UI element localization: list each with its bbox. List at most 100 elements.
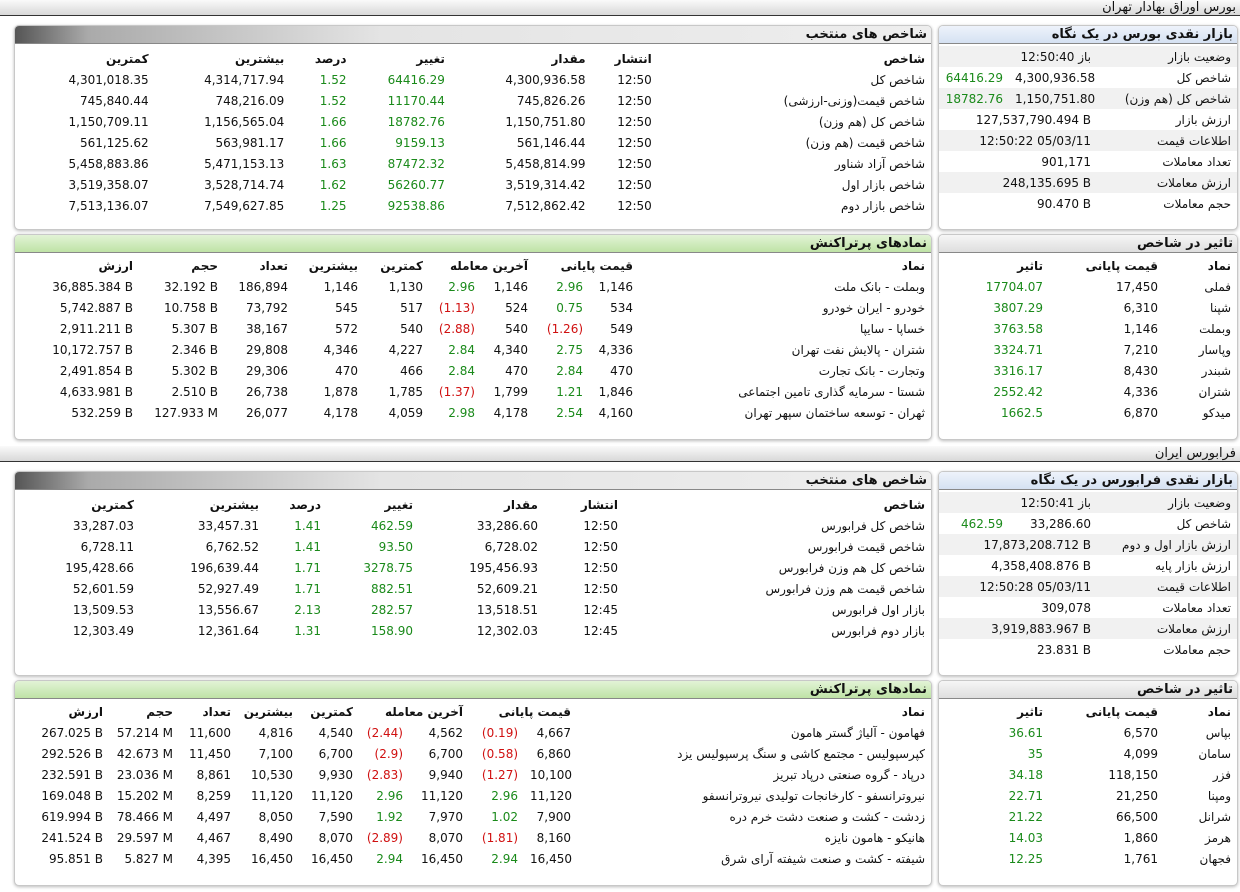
symbol-cell: 1,146 (493, 279, 528, 294)
index-cell: 12:50 (617, 156, 652, 171)
index-row: شاخص قیمت هم وزن فرابورس 12:50 52,609.21 88… (15, 578, 931, 599)
symbol-name[interactable]: شیفته - کشت و صنعت شیفته آرای شرق (721, 851, 926, 866)
symbol-name[interactable]: شبندر (1201, 363, 1231, 378)
symbol-name[interactable]: وبملت (1199, 321, 1231, 336)
indices-table: شاخص انتشار مقدار تغییر درصد بیشترین کمترین شاخ… (15, 48, 931, 216)
index-name: شاخص بازار اول (841, 177, 925, 192)
glance-row: حجم معاملات 23.831 B (939, 639, 1237, 660)
glance-value: 23.831 B (1036, 642, 1092, 657)
symbol-name[interactable]: خودرو - ایران خودرو (822, 300, 926, 315)
index-name: شاخص کل (هم وزن) (818, 114, 925, 129)
index-row: شاخص کل (هم وزن) 12:50 1,150,751.80 18782.7… (15, 111, 931, 132)
symbol-row: وبملت - بانک ملت 1,146 2.96 1,146 2.96 1,130 1… (15, 276, 931, 297)
symbol-name[interactable]: نیروترانسفو - کارخانجات تولیدی نیروترانس… (702, 788, 926, 803)
index-cell: 195,456.93 (469, 560, 538, 575)
impact-cell: 1662.5 (1001, 405, 1043, 420)
panel-title: شاخص های منتخب (15, 26, 931, 44)
index-cell: 1.63 (319, 156, 347, 171)
index-cell: 882.51 (371, 581, 413, 596)
symbol-cell: 2,491.854 B (59, 363, 133, 378)
header-row: شاخص انتشار مقدار تغییر درصد بیشترین کمترین (15, 48, 931, 69)
symbol-name[interactable]: شتران (1198, 384, 1231, 399)
symbol-name[interactable]: فهامون - آلیاژ گستر هامون (790, 725, 926, 740)
impact-cell: 21,250 (1116, 788, 1158, 803)
symbol-cell: 534 (610, 300, 634, 315)
impact-row: وبملت 1,146 3763.58 (939, 318, 1237, 339)
symbol-cell: 2.96 (491, 788, 519, 803)
symbol-cell: 2.98 (448, 405, 475, 420)
symbol-name[interactable]: بپاس (1205, 725, 1231, 740)
impact-cell: 1,146 (1123, 321, 1158, 336)
impact-cell: 1,761 (1123, 851, 1158, 866)
symbol-cell: 2.96 (376, 788, 403, 803)
glance-label: ارزش بازار اول و دوم (1099, 534, 1237, 555)
symbol-cell: 169.048 B (41, 788, 103, 803)
symbol-cell: 5.307 B (171, 321, 218, 336)
glance-label: حجم معاملات (1163, 642, 1232, 657)
symbol-cell: 11,120 (421, 788, 463, 803)
symbol-name[interactable]: هرمز (1205, 830, 1231, 845)
index-cell: 6,728.11 (80, 539, 134, 554)
index-cell: 12:50 (583, 518, 618, 533)
symbol-cell: 8,160 (536, 830, 572, 845)
glance-row: شاخص کل 33,286.60 462.59 (939, 513, 1237, 534)
index-cell: 561,146.44 (516, 135, 586, 150)
impact-row: فملی 17,450 17704.07 (939, 276, 1237, 297)
column-header: کمترین (91, 497, 134, 512)
symbol-name[interactable]: وتجارت - بانک تجارت (818, 363, 926, 378)
symbol-cell: 8,861 (196, 767, 231, 782)
index-cell: 13,556.67 (197, 602, 259, 617)
header-row: نماد قیمت پایانی تاثیر (939, 701, 1237, 722)
symbol-name[interactable]: شپنا (1210, 300, 1231, 315)
symbol-cell: 4,633.981 B (59, 384, 133, 399)
impact-cell: 118,150 (1108, 767, 1158, 782)
symbol-name[interactable]: سامان (1198, 746, 1231, 761)
symbol-name[interactable]: وپاسار (1198, 342, 1231, 357)
index-cell: 1.52 (319, 72, 347, 87)
symbol-name[interactable]: میدکو (1202, 405, 1231, 420)
symbol-name[interactable]: شرانل (1198, 809, 1231, 824)
symbol-name[interactable]: فزر (1212, 767, 1231, 782)
symbol-cell: 4,227 (388, 342, 423, 357)
symbol-name[interactable]: خساپا - سایپا (859, 321, 926, 336)
index-cell: 4,314,717.94 (204, 72, 285, 87)
symbol-name[interactable]: هانیکو - هامون نایزه (824, 830, 926, 845)
impact-cell: 8,430 (1123, 363, 1158, 378)
symbol-name[interactable]: کپرسپولیس - مجتمع کاشی و سنگ پرسپولیس یز… (677, 746, 926, 761)
symbol-cell: 4,562 (428, 725, 463, 740)
impact-cell: 4,099 (1123, 746, 1158, 761)
symbol-cell: 4,667 (536, 725, 572, 740)
index-cell: 2.13 (294, 602, 321, 617)
index-cell: 3,519,314.42 (505, 177, 586, 192)
symbol-name[interactable]: زدشت - کشت و صنعت دشت خرم دره (729, 809, 926, 824)
symbol-row: شستا - سرمایه گذاری تامین اجتماعی 1,846 1.… (15, 381, 931, 402)
symbol-cell: 10,100 (530, 767, 573, 782)
symbol-cell: 4,467 (196, 830, 231, 845)
index-cell: 12:45 (583, 623, 618, 638)
symbol-name[interactable]: شستا - سرمایه گذاری تامین اجتماعی (738, 384, 926, 399)
index-row: شاخص قیمت فرابورس 12:50 6,728.02 93.50 1.41 6… (15, 536, 931, 557)
index-cell: 195,428.66 (65, 560, 134, 575)
index-cell: 9159.13 (395, 135, 445, 150)
symbol-name[interactable]: ومپنا (1207, 788, 1231, 803)
symbol-cell: 4,540 (318, 725, 353, 740)
symbol-cell: (2.88) (438, 321, 475, 336)
index-cell: 196,639.44 (190, 560, 259, 575)
symbol-name[interactable]: فملی (1204, 279, 1231, 294)
symbol-name[interactable]: وبملت - بانک ملت (834, 279, 926, 294)
symbol-name[interactable]: فجهان (1199, 851, 1231, 866)
symbol-cell: 241.524 B (41, 830, 103, 845)
symbol-row: خودرو - ایران خودرو 534 0.75 524 (1.13) 517 54… (15, 297, 931, 318)
traded-table: نماد قیمت پایانی آخرین معامله کمترین بیشترین… (15, 701, 931, 869)
symbol-name[interactable]: ثهران - توسعه ساختمان سپهر تهران (744, 405, 926, 420)
symbol-cell: (0.19) (481, 725, 519, 740)
index-cell: 282.57 (371, 602, 413, 617)
panel-title: تاثیر در شاخص (939, 681, 1237, 699)
symbol-cell: 7,100 (258, 746, 293, 761)
symbol-name[interactable]: شتران - پالایش نفت تهران (791, 342, 926, 357)
symbol-cell: 1,785 (388, 384, 423, 399)
index-cell: 3278.75 (363, 560, 413, 575)
symbol-cell: 540 (505, 321, 528, 336)
symbol-name[interactable]: درپاد - گروه صنعتی درپاد تبریز (773, 767, 926, 782)
symbol-cell: 4,059 (388, 405, 423, 420)
